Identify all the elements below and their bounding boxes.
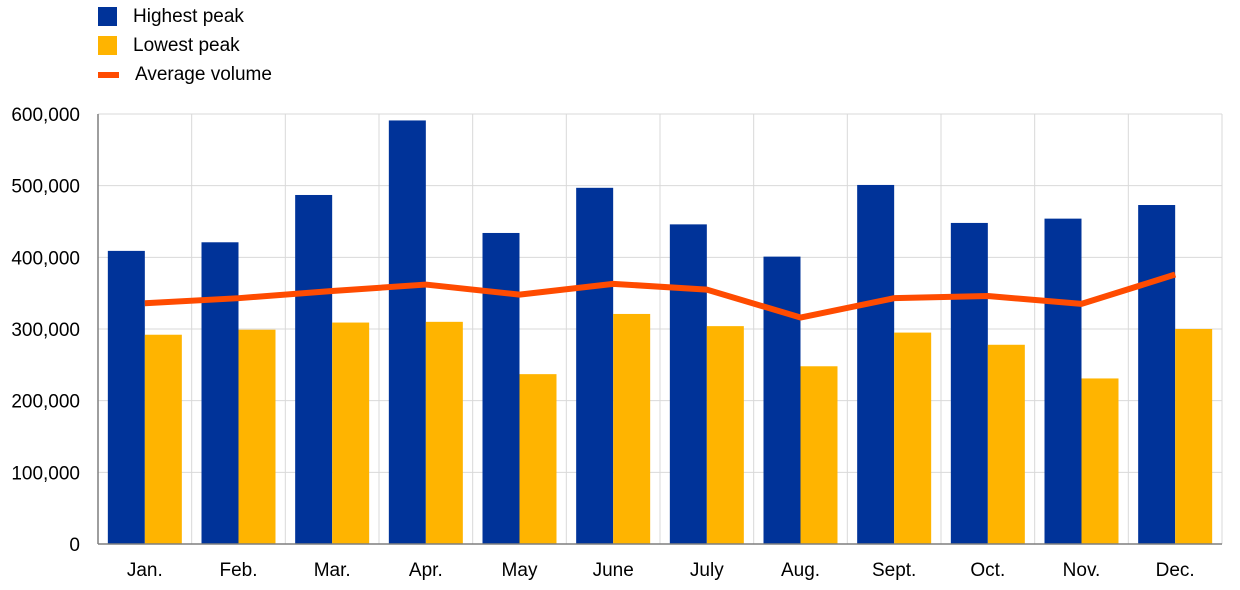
- bar-highest-peak: [576, 187, 614, 545]
- x-tick-label: July: [690, 560, 724, 581]
- bar-highest-peak: [388, 120, 426, 544]
- x-tick-label: Aug.: [781, 560, 820, 581]
- bar-highest-peak: [295, 194, 333, 544]
- line-layer: [144, 271, 1177, 321]
- y-tick-label: 400,000: [11, 248, 80, 269]
- bar-highest-peak: [763, 256, 801, 544]
- bar-highest-peak: [669, 224, 707, 544]
- x-tick-label: Sept.: [872, 560, 916, 581]
- square-swatch-icon: [98, 7, 117, 26]
- bar-lowest-peak: [144, 334, 182, 544]
- legend-label: Average volume: [135, 63, 272, 85]
- bar-lowest-peak: [238, 329, 276, 544]
- bar-highest-peak: [107, 250, 145, 544]
- bar-lowest-peak: [519, 374, 557, 544]
- bar-lowest-peak: [987, 344, 1025, 544]
- bar-lowest-peak: [332, 322, 370, 544]
- legend-item-average-volume[interactable]: Average volume: [98, 60, 272, 89]
- bar-lowest-peak: [613, 313, 651, 544]
- bar-highest-peak: [201, 242, 239, 545]
- grid-layer: [98, 113, 1223, 544]
- axis-layer: 0 100,000 200,000 300,000 400,000 500,000 600,…: [11, 105, 1222, 581]
- bar-lowest-peak: [425, 321, 463, 544]
- legend-item-lowest-peak[interactable]: Lowest peak: [98, 31, 272, 60]
- x-tick-label: Apr.: [409, 560, 443, 581]
- x-tick-label: Feb.: [219, 560, 257, 581]
- legend-label: Lowest peak: [133, 34, 240, 56]
- x-tick-label: June: [593, 560, 634, 581]
- bar-layer: [107, 120, 1213, 545]
- line-average-volume: [144, 271, 1177, 321]
- y-tick-label: 100,000: [11, 463, 80, 484]
- bar-highest-peak: [857, 184, 895, 544]
- x-tick-label: Mar.: [314, 560, 351, 581]
- y-tick-label: 500,000: [11, 177, 80, 198]
- bar-highest-peak: [1044, 218, 1082, 544]
- bar-highest-peak: [950, 222, 988, 544]
- bar-highest-peak: [1138, 205, 1176, 544]
- legend-label: Highest peak: [133, 5, 244, 27]
- x-tick-label: Nov.: [1063, 560, 1101, 581]
- x-tick-label: May: [502, 560, 538, 581]
- y-tick-label: 0: [69, 535, 80, 556]
- bar-lowest-peak: [706, 326, 744, 544]
- y-tick-label: 200,000: [11, 392, 80, 413]
- legend: Highest peak Lowest peak Average volume: [98, 2, 272, 89]
- legend-item-highest-peak[interactable]: Highest peak: [98, 2, 272, 31]
- bar-lowest-peak: [894, 332, 932, 544]
- y-tick-label: 300,000: [11, 320, 80, 341]
- bar-lowest-peak: [1175, 329, 1213, 544]
- line-swatch-icon: [98, 71, 119, 78]
- bar-highest-peak: [482, 232, 520, 544]
- x-tick-label: Jan.: [127, 560, 163, 581]
- y-tick-label: 600,000: [11, 105, 80, 126]
- x-tick-label: Oct.: [970, 560, 1005, 581]
- bar-lowest-peak: [1081, 378, 1119, 544]
- x-tick-label: Dec.: [1156, 560, 1195, 581]
- bar-lowest-peak: [800, 366, 838, 544]
- square-swatch-icon: [98, 36, 117, 55]
